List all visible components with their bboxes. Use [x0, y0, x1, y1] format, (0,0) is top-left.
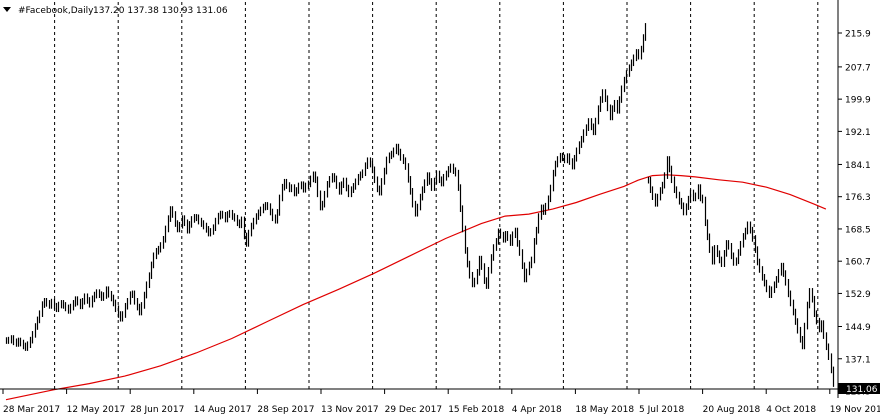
moving-average-line [5, 174, 827, 401]
x-tick-label: 19 Nov 2018 [830, 405, 880, 415]
grid-lines [54, 2, 819, 389]
y-tick-label: 152.9 [845, 290, 871, 300]
x-tick-label: 4 Oct 2018 [766, 405, 816, 415]
x-tick-label: 14 Aug 2017 [194, 405, 252, 415]
x-tick-label: 28 Sep 2017 [257, 405, 314, 415]
y-tick-label: 144.9 [845, 323, 871, 333]
y-tick-label: 176.3 [845, 193, 871, 203]
x-tick-label: 28 Jun 2017 [130, 405, 184, 415]
x-tick-label: 4 Apr 2018 [512, 405, 562, 415]
y-tick-label: 192.1 [845, 128, 871, 138]
chart-header: #Facebook,Daily 137.20 137.38 130.93 131… [3, 6, 228, 16]
x-tick-label: 12 May 2017 [67, 405, 126, 415]
symbol-label: #Facebook,Daily [18, 6, 94, 16]
ohlc-values: 137.20 137.38 130.93 131.06 [93, 6, 228, 16]
y-tick-label: 137.1 [845, 355, 871, 365]
y-tick-label: 199.9 [845, 96, 871, 106]
moving-average-layer [5, 174, 827, 401]
x-tick-label: 20 Aug 2018 [703, 405, 761, 415]
y-tick-label: 168.5 [845, 225, 871, 235]
x-tick-label: 15 Feb 2018 [448, 405, 504, 415]
x-tick-label: 28 Mar 2017 [3, 405, 60, 415]
y-tick-label: 207.7 [845, 63, 871, 73]
current-price-label: 131.06 [846, 385, 878, 395]
current-price-tag: 131.06 [838, 383, 880, 395]
y-tick-label: 160.7 [845, 258, 871, 268]
y-tick-label: 215.9 [845, 30, 871, 40]
x-tick-label: 13 Nov 2017 [321, 405, 379, 415]
x-tick-label: 29 Dec 2017 [385, 405, 443, 415]
price-bars-layer [5, 23, 835, 387]
current-price-tag-bg [838, 383, 880, 394]
y-tick-label: 184.1 [845, 161, 871, 171]
x-axis: 28 Mar 2017 12 May 2017 28 Jun 2017 14 Aug … [2, 389, 880, 415]
dropdown-triangle-icon[interactable] [3, 7, 11, 12]
x-tick-label: 5 Jul 2018 [639, 405, 684, 415]
x-tick-label: 18 May 2018 [575, 405, 634, 415]
